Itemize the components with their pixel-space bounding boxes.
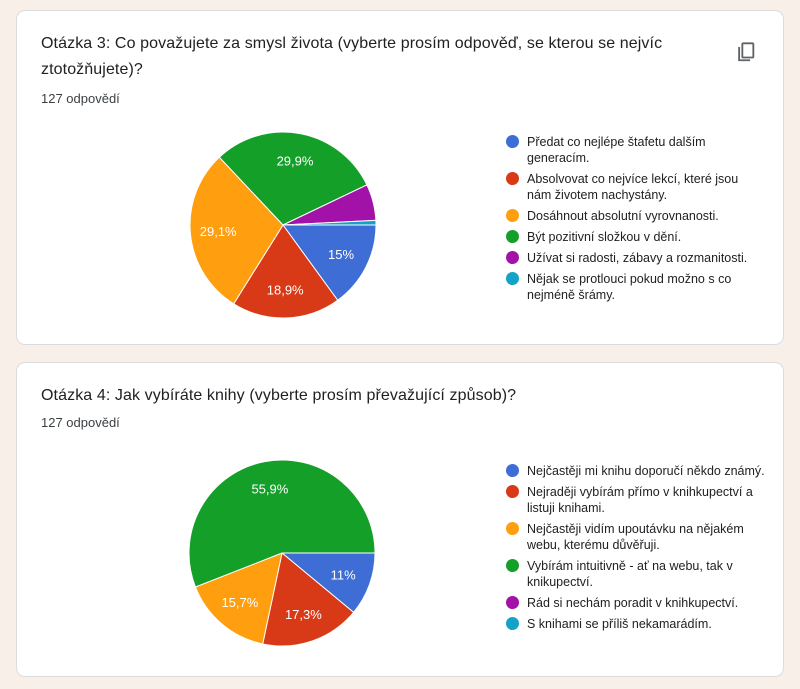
legend-item: Vybírám intuitivně - ať na webu, tak v k… bbox=[506, 558, 778, 590]
legend-color-dot bbox=[506, 522, 519, 535]
legend-color-dot bbox=[506, 209, 519, 222]
pie-slice[interactable] bbox=[232, 224, 339, 319]
pie-slice-label: 29,9% bbox=[277, 154, 314, 169]
legend-item: Být pozitivní složkou v dění. bbox=[506, 229, 778, 245]
question-card-3: Otázka 3: Co považujete za smysl života … bbox=[16, 10, 784, 345]
legend-color-dot bbox=[506, 230, 519, 243]
responses-count: 127 odpovědí bbox=[41, 415, 120, 430]
legend-label: Nejčastěji mi knihu doporučí někdo známý… bbox=[527, 464, 765, 478]
pie-slice-label: 29,1% bbox=[200, 224, 237, 239]
legend-label: Rád si nechám poradit v knihkupectví. bbox=[527, 596, 739, 610]
legend-item: Nějak se protlouci pokud možno s co nejm… bbox=[506, 271, 778, 303]
pie-slice[interactable] bbox=[189, 156, 284, 305]
legend-color-dot bbox=[506, 464, 519, 477]
pie-slice[interactable] bbox=[280, 552, 376, 614]
legend-item: Nejraději vybírám přímo v knihkupectví a… bbox=[506, 484, 778, 516]
question-title: Otázka 4: Jak vybíráte knihy (vyberte pr… bbox=[41, 387, 517, 404]
pie-slice[interactable] bbox=[194, 552, 283, 645]
legend-color-dot bbox=[506, 172, 519, 185]
pie-slice-label: 55,9% bbox=[251, 482, 288, 497]
question-title: Otázka 3: Co považujete za smysl života … bbox=[41, 35, 663, 78]
pie-slice[interactable] bbox=[218, 131, 368, 226]
legend-item: Rád si nechám poradit v knihkupectví. bbox=[506, 595, 778, 611]
pie-slice-label: 11% bbox=[331, 568, 356, 583]
legend-item: Nejčastěji vidím upoutávku na nějakém we… bbox=[506, 521, 778, 553]
legend-label: Nejraději vybírám přímo v knihkupectví a… bbox=[527, 485, 753, 515]
pie-slice-label: 15,7% bbox=[221, 595, 258, 610]
legend-item: Užívat si radosti, zábavy a rozmanitosti… bbox=[506, 250, 778, 266]
legend-label: Nejčastěji vidím upoutávku na nějakém we… bbox=[527, 522, 744, 552]
chart-legend: Předat co nejlépe štafetu dalším generac… bbox=[506, 134, 778, 308]
legend-item: S knihami se příliš nekamarádím. bbox=[506, 616, 778, 632]
pie-slice-label: 17,3% bbox=[285, 607, 322, 622]
legend-label: Vybírám intuitivně - ať na webu, tak v k… bbox=[527, 559, 733, 589]
pie-slice-label: 18,9% bbox=[267, 283, 304, 298]
legend-color-dot bbox=[506, 272, 519, 285]
legend-item: Předat co nejlépe štafetu dalším generac… bbox=[506, 134, 778, 166]
legend-label: Nějak se protlouci pokud možno s co nejm… bbox=[527, 272, 732, 302]
legend-label: Být pozitivní složkou v dění. bbox=[527, 230, 682, 244]
legend-color-dot bbox=[506, 617, 519, 630]
pie-chart: 15% 18,9% 29,1% 29,9% bbox=[189, 131, 377, 319]
legend-item: Nejčastěji mi knihu doporučí někdo známý… bbox=[506, 463, 778, 479]
legend-label: Užívat si radosti, zábavy a rozmanitosti… bbox=[527, 251, 748, 265]
legend-color-dot bbox=[506, 559, 519, 572]
question-card-4: Otázka 4: Jak vybíráte knihy (vyberte pr… bbox=[16, 362, 784, 677]
pie-slice[interactable] bbox=[282, 224, 377, 301]
pie-slice[interactable] bbox=[262, 552, 355, 647]
copy-button[interactable] bbox=[731, 37, 761, 67]
legend-label: Dosáhnout absolutní vyrovnanosti. bbox=[527, 209, 719, 223]
legend-item: Absolvovat co nejvíce lekcí, které jsou … bbox=[506, 171, 778, 203]
legend-color-dot bbox=[506, 596, 519, 609]
copy-icon bbox=[738, 42, 755, 62]
legend-label: Předat co nejlépe štafetu dalším generac… bbox=[527, 135, 706, 165]
legend-label: Absolvovat co nejvíce lekcí, které jsou … bbox=[527, 172, 739, 202]
pie-chart: 11% 17,3% 15,7% 55,9% bbox=[188, 459, 376, 647]
legend-color-dot bbox=[506, 251, 519, 264]
chart-legend: Nejčastěji mi knihu doporučí někdo známý… bbox=[506, 463, 778, 637]
responses-count: 127 odpovědí bbox=[41, 91, 120, 106]
legend-color-dot bbox=[506, 485, 519, 498]
pie-slice-label: 15% bbox=[328, 247, 354, 262]
pie-slice[interactable] bbox=[188, 459, 376, 588]
pie-slice[interactable] bbox=[282, 219, 377, 226]
legend-item: Dosáhnout absolutní vyrovnanosti. bbox=[506, 208, 778, 224]
legend-label: S knihami se příliš nekamarádím. bbox=[527, 617, 712, 631]
legend-color-dot bbox=[506, 135, 519, 148]
